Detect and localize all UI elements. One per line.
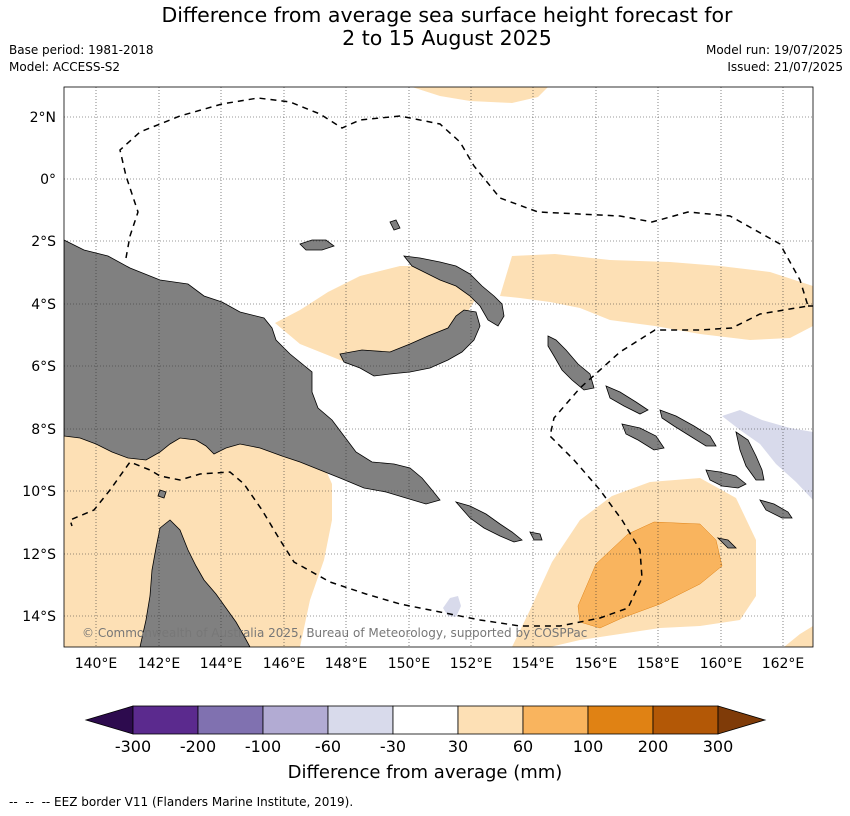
longitude-labels: 140°E 142°E 144°E 146°E 148°E 150°E 152°… bbox=[75, 656, 805, 672]
lon-tick-label: 162°E bbox=[762, 656, 805, 672]
lon-tick-label: 146°E bbox=[263, 656, 306, 672]
colorbar-left-arrow bbox=[84, 705, 134, 735]
anomaly-60-100-region bbox=[577, 521, 723, 629]
isabel-land bbox=[659, 409, 717, 447]
lon-tick-label: 150°E bbox=[388, 656, 431, 672]
makira-land bbox=[759, 499, 793, 519]
lat-tick-label: 2°S bbox=[31, 234, 56, 250]
model-run: Model run: 19/07/2025 bbox=[705, 43, 843, 57]
lat-tick-label: 14°S bbox=[22, 609, 56, 625]
lon-tick-label: 154°E bbox=[512, 656, 555, 672]
lon-tick-label: 148°E bbox=[325, 656, 368, 672]
anomaly-east-band bbox=[500, 254, 813, 340]
lat-tick-label: 12°S bbox=[22, 547, 56, 563]
colorbar-ticks: -300 -200 -100 -60 -30 30 60 100 200 300 bbox=[115, 737, 733, 756]
colorbar-right-arrow bbox=[717, 705, 767, 735]
milne-bay-islands bbox=[454, 501, 523, 543]
colorbar-tick-label: 60 bbox=[513, 737, 533, 756]
title-line-1: Difference from average sea surface heig… bbox=[161, 3, 733, 27]
anomaly-negative-regions bbox=[443, 410, 813, 617]
lon-tick-label: 158°E bbox=[637, 656, 680, 672]
new-ireland-land bbox=[403, 255, 505, 327]
colorbar-tick-label: 300 bbox=[703, 737, 734, 756]
new-georgia-land bbox=[621, 423, 665, 451]
colorbar-tick-label: -60 bbox=[315, 737, 341, 756]
colorbar-segment bbox=[457, 705, 524, 735]
lon-tick-label: 144°E bbox=[200, 656, 243, 672]
lat-tick-label: 0° bbox=[40, 172, 56, 188]
colorbar-segment bbox=[652, 705, 719, 735]
meta-right: Model run: 19/07/2025 Issued: 21/07/2025 bbox=[706, 42, 843, 76]
anomaly-negative-east bbox=[722, 410, 813, 500]
lat-tick-label: 4°S bbox=[31, 297, 56, 313]
eez-legend-note: -- -- -- EEZ border V11 (Flanders Marine… bbox=[9, 795, 354, 809]
new-guinea-land bbox=[64, 239, 441, 505]
chart-title: Difference from average sea surface heig… bbox=[0, 4, 850, 50]
rennell-land bbox=[716, 537, 737, 549]
guadalcanal-land bbox=[705, 469, 747, 489]
colorbar-segment bbox=[392, 705, 459, 735]
eez-png bbox=[69, 97, 809, 627]
lat-tick-label: 10°S bbox=[22, 484, 56, 500]
map-area: © Commonwealth of Australia 2025, Bureau… bbox=[64, 87, 813, 647]
colorbar-segment bbox=[522, 705, 589, 735]
anomaly-north-patch bbox=[412, 87, 548, 103]
colorbar-segment bbox=[262, 705, 329, 735]
lat-tick-label: 2°N bbox=[30, 110, 56, 126]
malaita-land bbox=[735, 431, 765, 481]
lon-tick-label: 152°E bbox=[450, 656, 493, 672]
map-frame bbox=[63, 86, 814, 648]
lon-tick-label: 156°E bbox=[575, 656, 618, 672]
land-masses bbox=[64, 219, 793, 647]
colorbar-segment bbox=[197, 705, 264, 735]
lon-tick-label: 160°E bbox=[700, 656, 743, 672]
new-britain-land bbox=[339, 309, 481, 377]
new-hanover-land bbox=[299, 239, 335, 251]
torres-strait-land bbox=[157, 489, 167, 499]
model-name: Model: ACCESS-S2 bbox=[9, 60, 121, 74]
title-line-2: 2 to 15 August 2025 bbox=[342, 26, 552, 50]
map-gridlines bbox=[64, 87, 813, 647]
base-period: Base period: 1981-2018 bbox=[9, 43, 154, 57]
cape-york-land bbox=[139, 519, 251, 647]
anomaly-southeast-corner bbox=[784, 626, 813, 647]
colorbar-tick-label: -100 bbox=[245, 737, 281, 756]
anomaly-southwest bbox=[64, 408, 332, 647]
manus-land bbox=[389, 219, 401, 231]
colorbar-segment bbox=[132, 705, 199, 735]
issued-date: Issued: 21/07/2025 bbox=[727, 60, 843, 74]
colorbar: -300 -200 -100 -60 -30 30 60 100 200 300… bbox=[84, 705, 767, 783]
latitude-labels: 2°N 0° 2°S 4°S 6°S 8°S 10°S 12°S 14°S bbox=[22, 110, 56, 625]
colorbar-tick-label: -30 bbox=[380, 737, 406, 756]
colorbar-tick-label: 30 bbox=[448, 737, 468, 756]
colorbar-tick-label: -300 bbox=[115, 737, 151, 756]
colorbar-label: Difference from average (mm) bbox=[288, 762, 563, 783]
colorbar-tick-label: 200 bbox=[638, 737, 669, 756]
eez-border bbox=[69, 97, 813, 627]
lon-tick-label: 142°E bbox=[138, 656, 181, 672]
colorbar-segment bbox=[327, 705, 394, 735]
anomaly-negative-small bbox=[443, 596, 461, 617]
colorbar-segment bbox=[587, 705, 654, 735]
colorbar-tick-label: 100 bbox=[573, 737, 604, 756]
choiseul-land bbox=[605, 385, 649, 415]
bougainville-land bbox=[547, 335, 595, 391]
colorbar-tick-label: -200 bbox=[180, 737, 216, 756]
lat-tick-label: 8°S bbox=[31, 422, 56, 438]
meta-left: Base period: 1981-2018 Model: ACCESS-S2 bbox=[9, 42, 154, 76]
lat-tick-label: 6°S bbox=[31, 359, 56, 375]
lon-tick-label: 140°E bbox=[75, 656, 118, 672]
copyright-notice: © Commonwealth of Australia 2025, Bureau… bbox=[82, 626, 587, 640]
